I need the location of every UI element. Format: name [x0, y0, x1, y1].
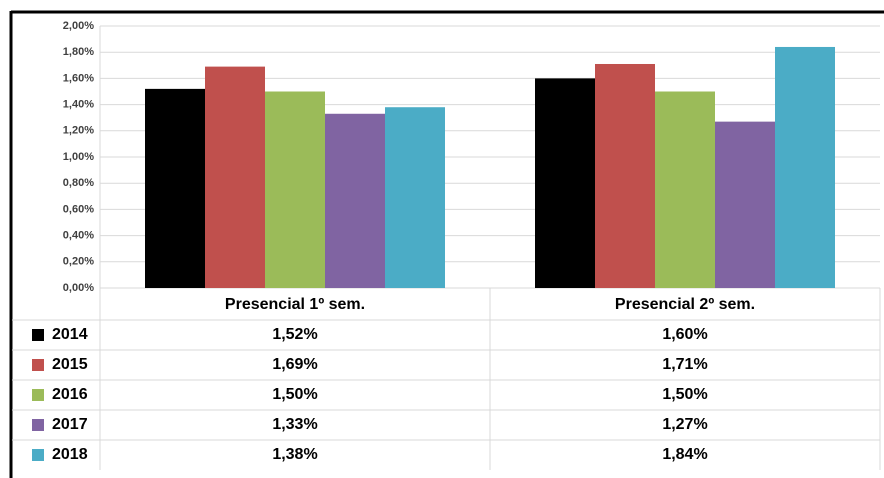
y-tick-label: 0,40% [63, 230, 94, 242]
y-tick-label: 1,40% [63, 99, 94, 111]
bar [535, 78, 595, 289]
bar [265, 91, 325, 288]
legend-swatch [32, 359, 44, 371]
bar [145, 88, 205, 288]
data-label: 1,84% [662, 446, 707, 463]
legend-swatch [32, 389, 44, 401]
legend-label: 2018 [52, 446, 88, 463]
y-tick-label: 0,60% [63, 203, 94, 215]
y-tick-label: 1,20% [63, 125, 94, 137]
y-tick-label: 0,80% [63, 177, 94, 189]
y-tick-label: 2,00% [63, 20, 94, 32]
x-tick-label: Presencial 2º sem. [615, 296, 755, 313]
bar [595, 63, 655, 288]
data-label: 1,50% [272, 386, 317, 403]
bar [775, 46, 835, 289]
bar [655, 91, 715, 288]
bar [325, 113, 385, 289]
legend-label: 2016 [52, 386, 88, 403]
legend-swatch [32, 419, 44, 431]
data-label: 1,60% [662, 326, 707, 343]
legend-swatch [32, 329, 44, 341]
y-tick-label: 1,80% [63, 46, 94, 58]
bar [715, 121, 775, 288]
legend-label: 2017 [52, 416, 88, 433]
bar [205, 66, 265, 288]
y-tick-label: 1,00% [63, 151, 94, 163]
data-label: 1,33% [272, 416, 317, 433]
x-tick-label: Presencial 1º sem. [225, 296, 365, 313]
legend-label: 2014 [52, 326, 88, 343]
y-tick-label: 1,60% [63, 72, 94, 84]
y-tick-label: 0,20% [63, 256, 94, 268]
data-label: 1,69% [272, 356, 317, 373]
legend-swatch [32, 449, 44, 461]
data-label: 1,71% [662, 356, 707, 373]
data-label: 1,52% [272, 326, 317, 343]
data-label: 1,27% [662, 416, 707, 433]
legend-label: 2015 [52, 356, 88, 373]
data-label: 1,38% [272, 446, 317, 463]
data-label: 1,50% [662, 386, 707, 403]
bar [385, 107, 445, 288]
y-tick-label: 0,00% [63, 282, 94, 294]
